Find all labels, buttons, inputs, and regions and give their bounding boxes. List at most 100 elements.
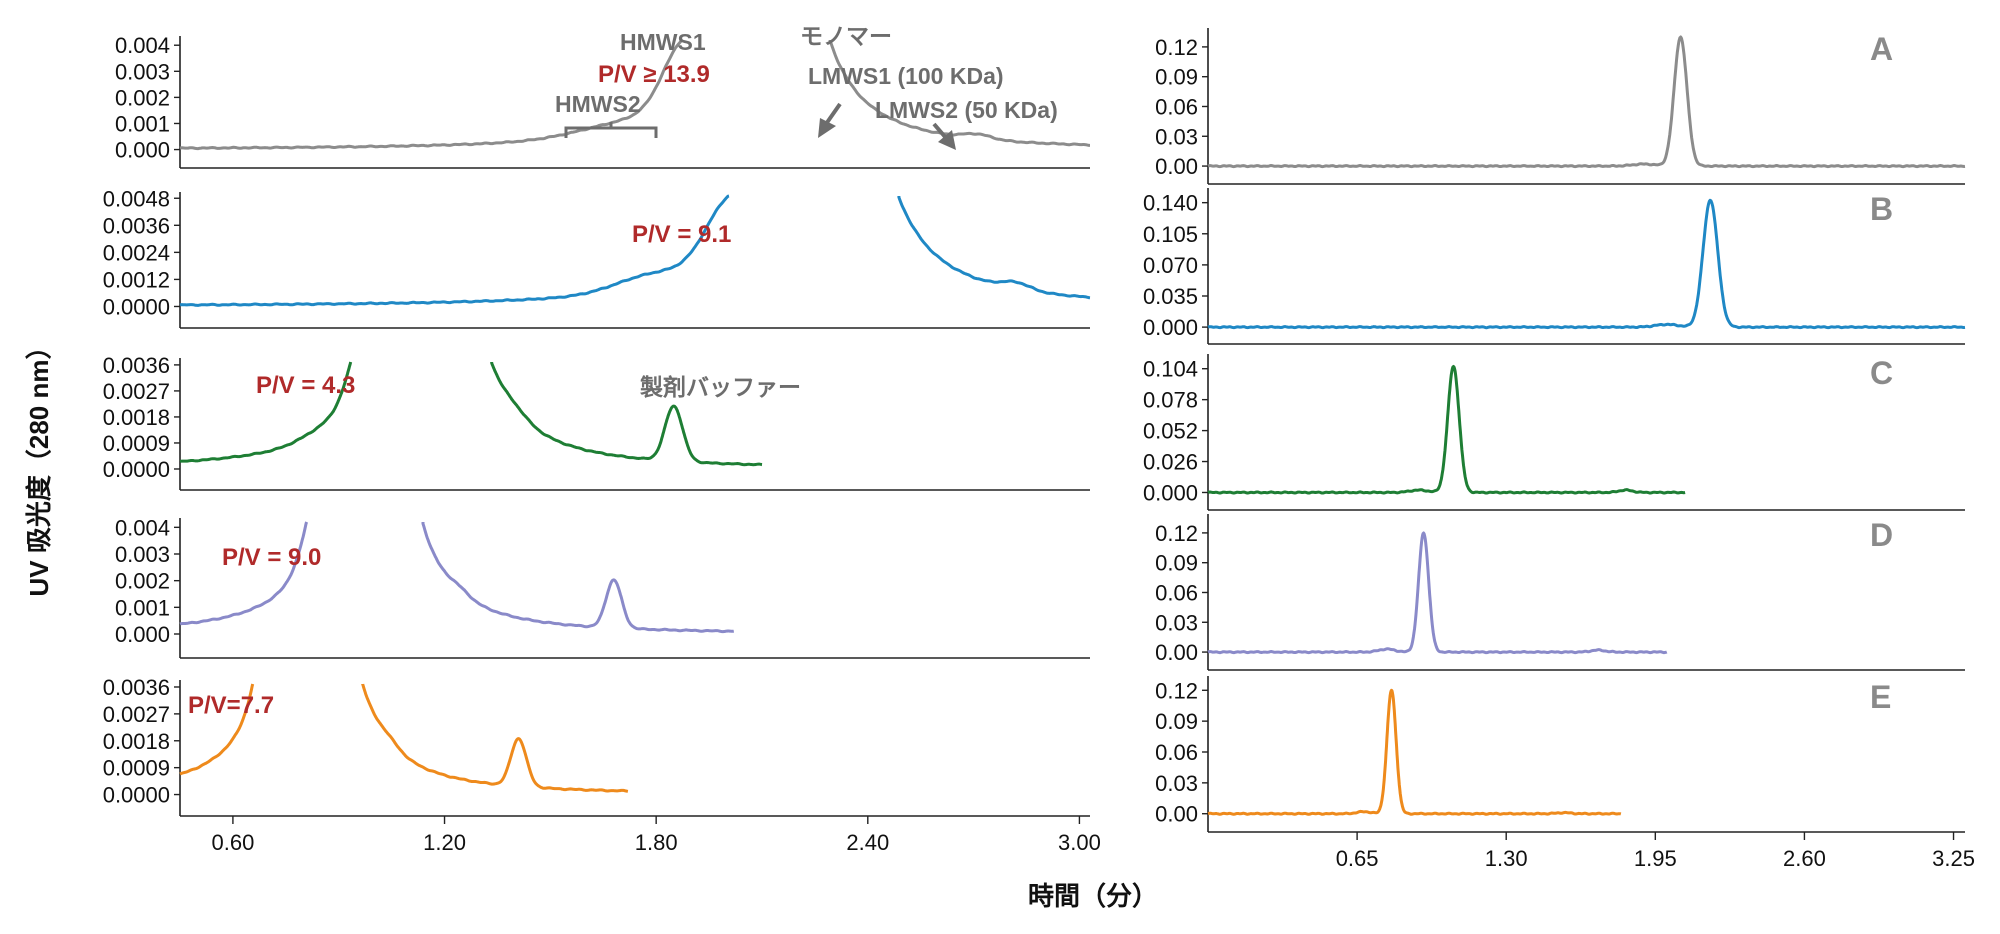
right-panel-a: 0.00 0.03 0.06 0.09 0.12 — [1155, 28, 1966, 185]
left-xtick-label: 1.80 — [635, 830, 678, 855]
right-series-line-e — [1207, 688, 1622, 816]
right-ytick-label-a: 0.12 — [1155, 35, 1198, 60]
left-xtick-label: 2.40 — [846, 830, 889, 855]
right-chart: 0.00 0.03 0.06 0.09 0.12 0.000 0.035 0.070 0.105… — [1143, 28, 1975, 871]
left-series-line-b — [897, 195, 1091, 300]
left-series-line-a — [828, 39, 1091, 147]
left-ytick-label-b: 0.0000 — [103, 294, 170, 319]
right-panel-e: 0.00 0.03 0.06 0.09 0.12 — [1155, 676, 1965, 833]
lmws1-arrow — [818, 102, 842, 138]
right-series-line-b — [1207, 198, 1966, 330]
pv-label-d: P/V = 9.0 — [222, 544, 321, 571]
left-xtick-label: 0.60 — [211, 830, 254, 855]
right-ytick-label-a: 0.03 — [1155, 124, 1198, 149]
right-xtick-label: 0.65 — [1336, 846, 1379, 871]
right-ytick-label-a: 0.09 — [1155, 65, 1198, 90]
left-ytick-label-d: 0.003 — [115, 542, 170, 567]
pv-label-b: P/V = 9.1 — [632, 221, 731, 248]
right-ytick-label-b: 0.105 — [1143, 222, 1198, 247]
right-ytick-label-b: 0.000 — [1143, 315, 1198, 340]
panel-letter-a: A — [1870, 31, 1893, 67]
left-chart: 0.0000.0010.0020.0030.0040.00000.00120.0… — [103, 33, 1101, 855]
pv-label-e: P/V=7.7 — [188, 692, 274, 719]
right-ytick-label-a: 0.00 — [1155, 154, 1198, 179]
left-ytick-label-c: 0.0027 — [103, 379, 170, 404]
left-ytick-label-b: 0.0012 — [103, 267, 170, 292]
right-ytick-label-c: 0.104 — [1143, 357, 1198, 382]
panel-letter-c: C — [1870, 355, 1893, 391]
lmws2-label: LMWS2 (50 KDa) — [875, 97, 1058, 123]
left-series-line-e — [361, 682, 629, 793]
left-ytick-label-a: 0.001 — [115, 111, 170, 136]
lmws2-arrow — [932, 122, 956, 150]
left-ytick-label-a: 0.000 — [115, 138, 170, 163]
left-ytick-label-d: 0.001 — [115, 595, 170, 620]
left-series-line-b — [179, 194, 730, 307]
left-series-line-c — [179, 361, 353, 463]
right-ytick-label-c: 0.078 — [1143, 388, 1198, 413]
left-ytick-label-d: 0.002 — [115, 569, 170, 594]
left-ytick-label-b: 0.0048 — [103, 186, 170, 211]
right-ytick-label-d: 0.12 — [1155, 521, 1198, 546]
right-ytick-label-d: 0.09 — [1155, 551, 1198, 576]
right-ytick-label-a: 0.06 — [1155, 94, 1198, 119]
right-panel-b: 0.000 0.035 0.070 0.105 0.140 — [1143, 188, 1966, 345]
right-panel-c: 0.000 0.026 0.052 0.078 0.104 — [1143, 354, 1965, 511]
left-ytick-label-a: 0.002 — [115, 85, 170, 110]
right-ytick-label-e: 0.06 — [1155, 740, 1198, 765]
left-series-line-c — [490, 361, 763, 467]
right-ytick-label-c: 0.052 — [1143, 419, 1198, 444]
right-xtick-label: 1.30 — [1485, 846, 1528, 871]
right-ytick-label-d: 0.06 — [1155, 580, 1198, 605]
left-ytick-label-c: 0.0009 — [103, 431, 170, 456]
right-ytick-label-c: 0.026 — [1143, 450, 1198, 475]
y-axis-title: UV 吸光度（280 nm） — [24, 334, 54, 597]
right-ytick-label-e: 0.03 — [1155, 771, 1198, 796]
right-xtick-label: 1.95 — [1634, 846, 1677, 871]
left-ytick-label-d: 0.004 — [115, 515, 170, 540]
left-series-line-a — [179, 38, 684, 151]
pv-label-c: P/V = 4.3 — [256, 372, 355, 399]
panel-letters: A B C D E — [1870, 31, 1893, 715]
right-ytick-label-c: 0.000 — [1143, 480, 1198, 505]
right-ytick-label-b: 0.070 — [1143, 253, 1198, 278]
left-series-line-d — [421, 522, 735, 634]
left-series-line-d — [179, 521, 309, 626]
left-ytick-label-c: 0.0000 — [103, 457, 170, 482]
left-ytick-label-d: 0.000 — [115, 622, 170, 647]
left-series-line-e — [179, 683, 255, 776]
right-panel-d: 0.00 0.03 0.06 0.09 0.12 — [1155, 514, 1965, 671]
right-xtick-label: 2.60 — [1783, 846, 1826, 871]
panel-letter-d: D — [1870, 517, 1893, 553]
right-ytick-label-e: 0.00 — [1155, 802, 1198, 827]
right-ytick-label-b: 0.140 — [1143, 191, 1198, 216]
right-ytick-label-d: 0.00 — [1155, 640, 1198, 665]
buffer-label: 製剤バッファー — [639, 374, 801, 400]
monomer-label: モノマー — [800, 23, 892, 49]
pv-label-a: P/V ≥ 13.9 — [598, 61, 710, 88]
left-ytick-label-e: 0.0009 — [103, 756, 170, 781]
right-series-line-c — [1207, 365, 1687, 495]
left-ytick-label-b: 0.0024 — [103, 240, 170, 265]
hmws2-label: HMWS2 — [555, 91, 641, 117]
right-ytick-label-e: 0.12 — [1155, 678, 1198, 703]
right-ytick-label-b: 0.035 — [1143, 284, 1198, 309]
panel-letter-b: B — [1870, 191, 1893, 227]
left-ytick-label-e: 0.0036 — [103, 675, 170, 700]
x-axis-title: 時間（分） — [1028, 881, 1158, 911]
left-ytick-label-e: 0.0027 — [103, 702, 170, 727]
left-xtick-label: 1.20 — [423, 830, 466, 855]
left-ytick-label-a: 0.003 — [115, 59, 170, 84]
left-ytick-label-e: 0.0000 — [103, 783, 170, 808]
left-xtick-label: 3.00 — [1058, 830, 1101, 855]
right-xtick-label: 3.25 — [1932, 846, 1975, 871]
right-series-line-d — [1207, 531, 1668, 655]
left-ytick-label-e: 0.0018 — [103, 729, 170, 754]
right-series-line-a — [1207, 35, 1966, 169]
